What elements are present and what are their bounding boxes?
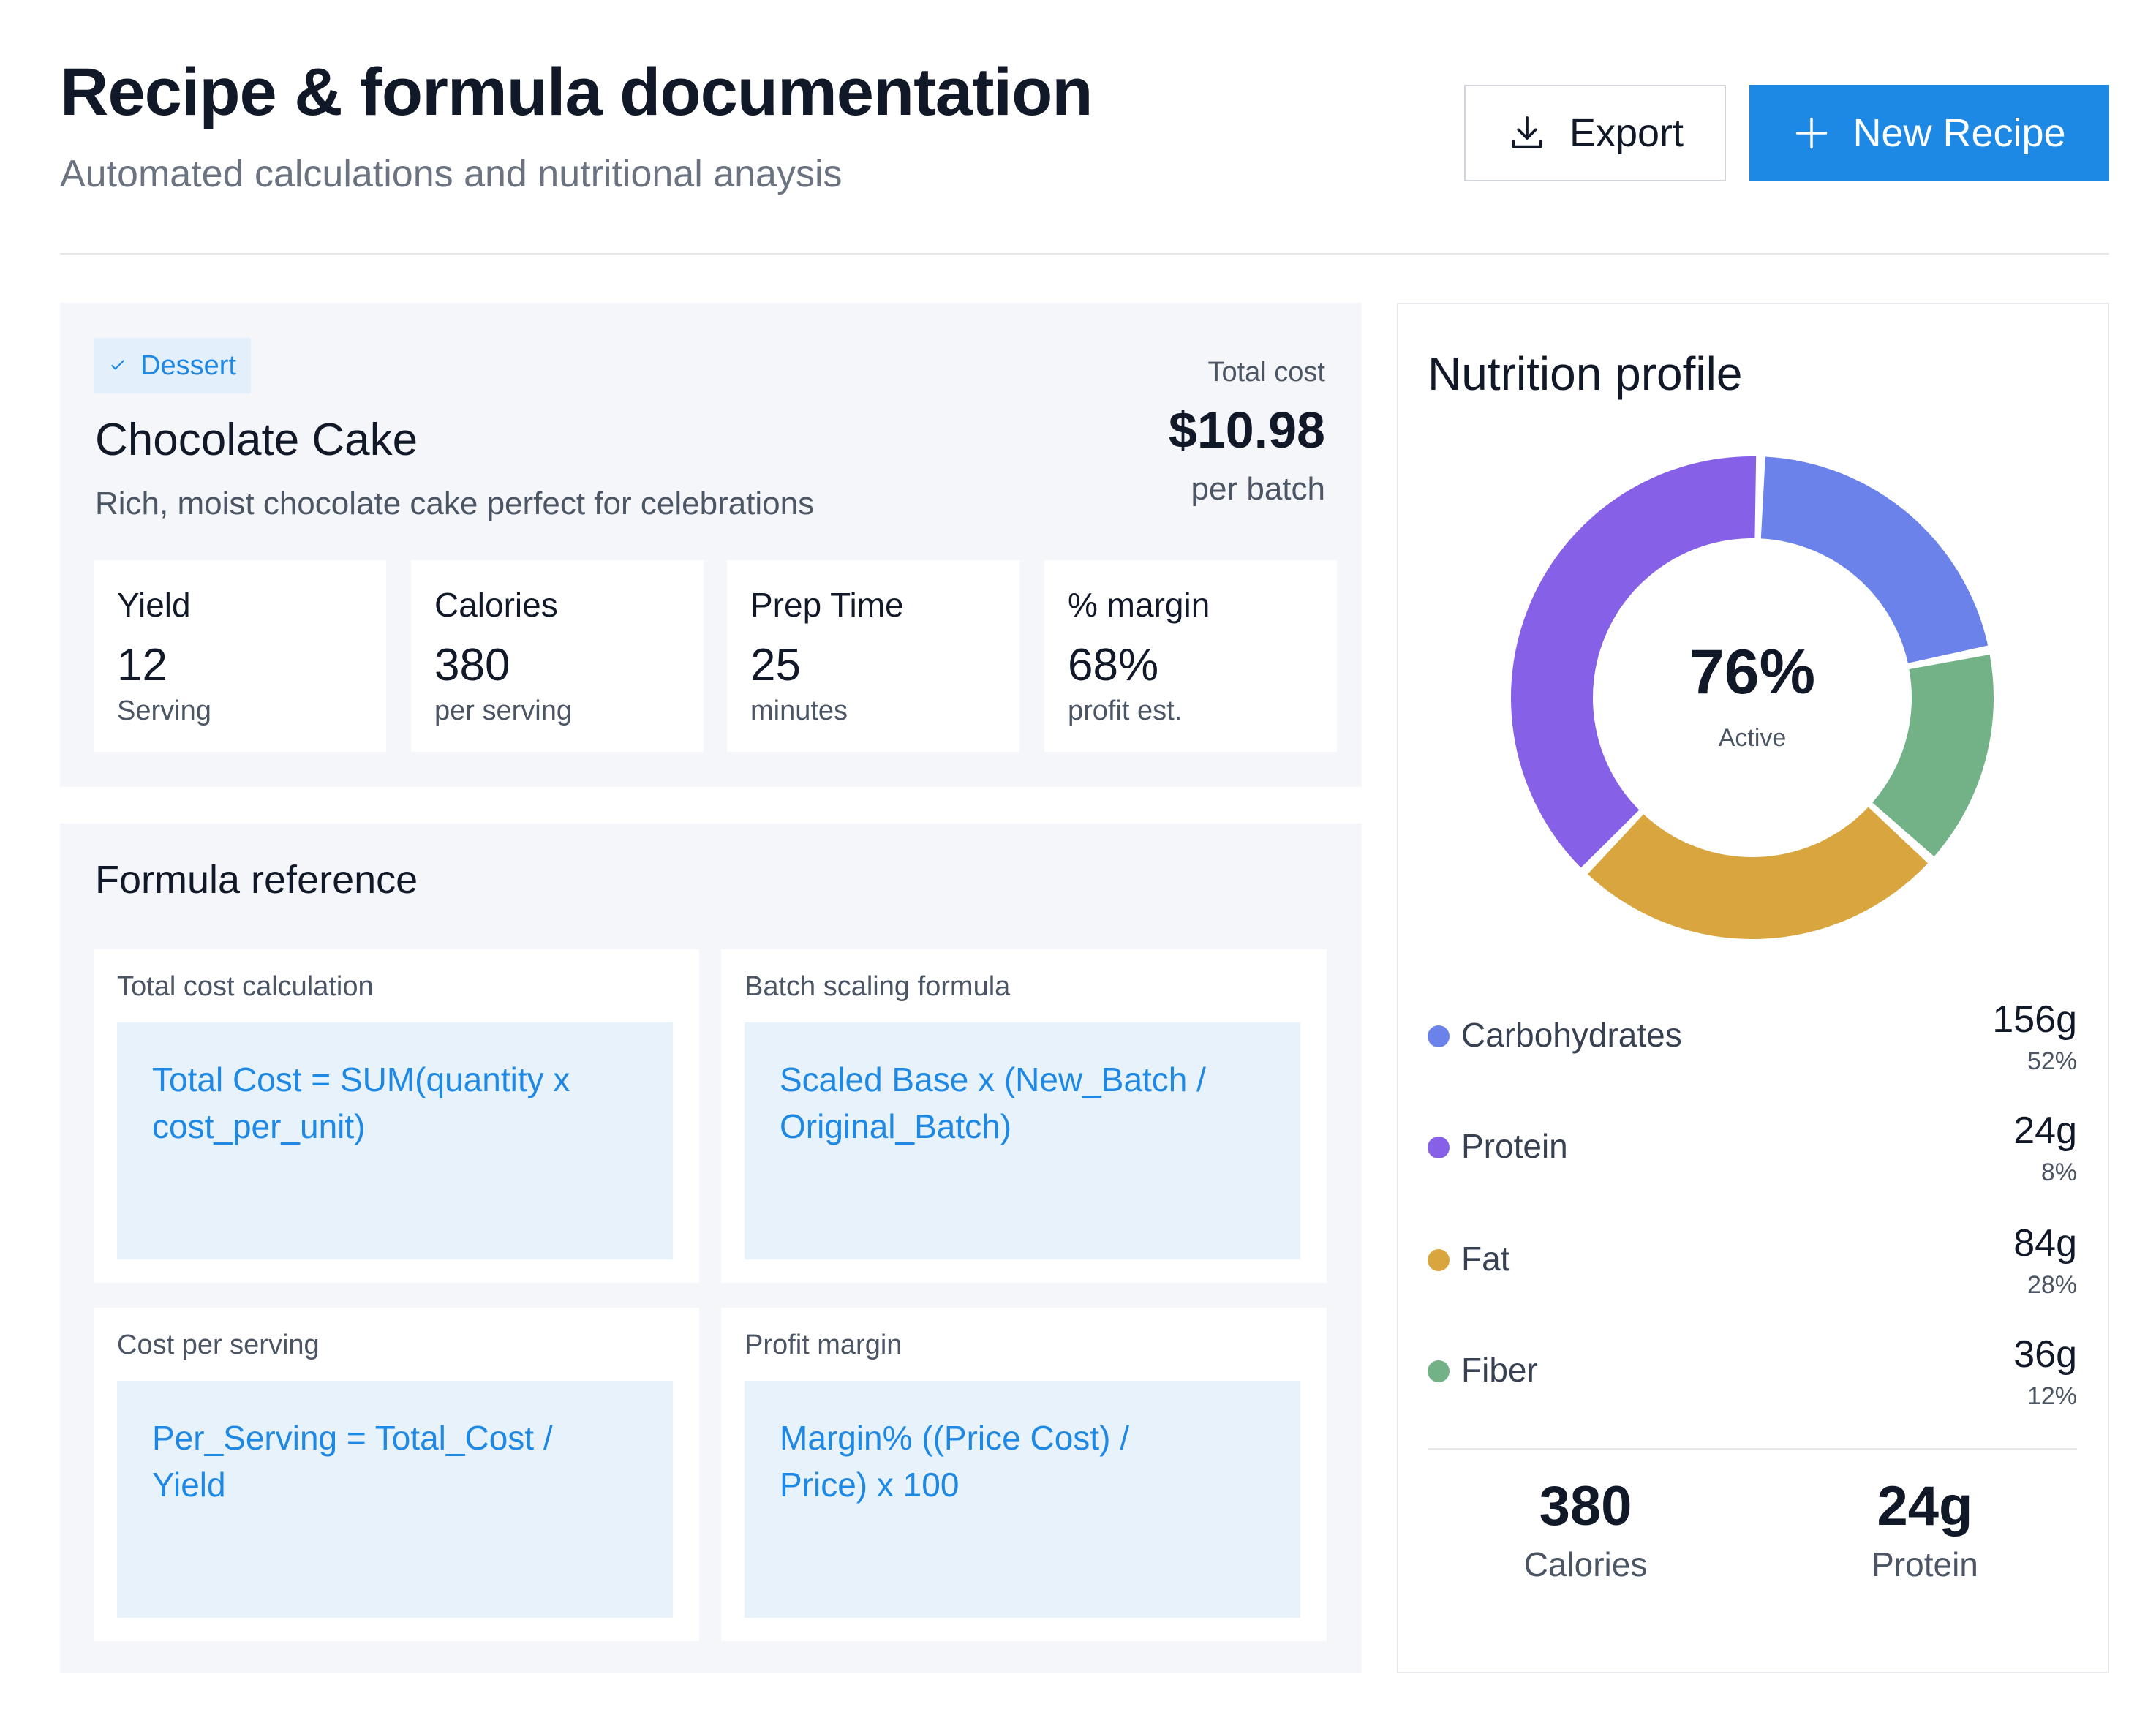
stat-value: 68% xyxy=(1068,640,1159,690)
new-recipe-button[interactable]: New Recipe xyxy=(1749,85,2109,181)
legend-percent: 28% xyxy=(2027,1271,2077,1299)
formula-cost-per-serving: Cost per serving Per_Serving = Total_Cos… xyxy=(94,1308,699,1641)
stat-label: Yield xyxy=(117,586,191,624)
summary-protein-label: Protein xyxy=(1872,1545,1978,1583)
formula-line: cost_per_unit) xyxy=(152,1107,366,1145)
formula-title: Cost per serving xyxy=(117,1330,320,1360)
nutrition-title: Nutrition profile xyxy=(1428,347,1743,400)
stat-yield: Yield 12 Serving xyxy=(94,560,386,752)
stat-value: 25 xyxy=(750,640,801,690)
donut-slice-fiber xyxy=(1872,654,1994,856)
legend-value: 24g xyxy=(2013,1109,2077,1152)
donut-slice-protein xyxy=(1511,456,1757,868)
legend-dot xyxy=(1428,1137,1450,1158)
formula-title: Profit margin xyxy=(745,1330,902,1360)
legend-dot xyxy=(1428,1360,1450,1382)
stat-unit: Serving xyxy=(117,696,211,726)
donut-slice-carbohydrates xyxy=(1760,456,1989,663)
total-cost-value: $10.98 xyxy=(1168,402,1325,459)
category-tag[interactable]: Dessert xyxy=(94,338,251,393)
formula-line: Margin% ((Price Cost) / xyxy=(780,1419,1129,1457)
formula-expression[interactable]: Per_Serving = Total_Cost / Yield xyxy=(117,1381,673,1618)
plus-icon xyxy=(1796,117,1828,149)
stat-value: 12 xyxy=(117,640,167,690)
stat-unit: per serving xyxy=(434,696,572,726)
legend-name: Protein xyxy=(1461,1127,1568,1165)
check-icon xyxy=(111,360,124,370)
formula-profit-margin: Profit margin Margin% ((Price Cost) / Pr… xyxy=(721,1308,1327,1641)
legend-percent: 8% xyxy=(2040,1158,2077,1186)
summary-protein-value: 24g xyxy=(1877,1475,1973,1537)
recipe-description: Rich, moist chocolate cake perfect for c… xyxy=(95,486,815,521)
donut-center-label: Active xyxy=(1718,724,1787,752)
export-label: Export xyxy=(1569,111,1684,155)
legend-name: Carbohydrates xyxy=(1461,1016,1682,1054)
stat-label: Prep Time xyxy=(750,586,904,624)
formula-expression[interactable]: Scaled Base x (New_Batch / Original_Batc… xyxy=(745,1022,1300,1259)
stat-label: % margin xyxy=(1068,586,1210,624)
stat-unit: profit est. xyxy=(1068,696,1183,726)
legend-value: 156g xyxy=(1992,998,2077,1041)
legend-item-fat: Fat 84g 28% xyxy=(1428,1222,2077,1328)
download-icon xyxy=(1512,116,1542,148)
new-recipe-label: New Recipe xyxy=(1852,111,2066,155)
stat-value: 380 xyxy=(434,640,510,690)
page-subtitle: Automated calculations and nutritional a… xyxy=(60,153,843,195)
legend-percent: 52% xyxy=(2027,1047,2077,1075)
donut-center-value: 76% xyxy=(1689,637,1816,707)
legend-name: Fat xyxy=(1461,1240,1510,1278)
legend-dot xyxy=(1428,1249,1450,1271)
category-tag-label: Dessert xyxy=(140,350,236,381)
total-cost-label: Total cost xyxy=(1207,357,1325,388)
nutrition-donut-chart xyxy=(1511,456,1994,939)
formula-line: Scaled Base x (New_Batch / xyxy=(780,1060,1206,1098)
legend-value: 36g xyxy=(2013,1333,2077,1376)
export-button[interactable]: Export xyxy=(1464,85,1726,181)
legend-dot xyxy=(1428,1025,1450,1047)
header-divider xyxy=(60,253,2109,255)
legend-item-fiber: Fiber 36g 12% xyxy=(1428,1333,2077,1439)
stat-label: Calories xyxy=(434,586,558,624)
formula-line: Original_Batch) xyxy=(780,1107,1012,1145)
formula-expression[interactable]: Total Cost = SUM(quantity x cost_per_uni… xyxy=(117,1022,673,1259)
stat-unit: minutes xyxy=(750,696,848,726)
formula-line: Yield xyxy=(152,1466,226,1504)
total-cost-unit: per batch xyxy=(1191,471,1325,507)
summary-calories-label: Calories xyxy=(1523,1545,1648,1583)
recipe-name: Chocolate Cake xyxy=(95,415,418,465)
formula-title: Batch scaling formula xyxy=(745,971,1011,1002)
formula-title: Total cost calculation xyxy=(117,971,374,1002)
formula-total-cost: Total cost calculation Total Cost = SUM(… xyxy=(94,949,699,1283)
legend-item-protein: Protein 24g 8% xyxy=(1428,1109,2077,1216)
stat-prep-time: Prep Time 25 minutes xyxy=(727,560,1019,752)
formula-line: Per_Serving = Total_Cost / xyxy=(152,1419,553,1457)
formula-batch-scaling: Batch scaling formula Scaled Base x (New… xyxy=(721,949,1327,1283)
nutrition-divider xyxy=(1428,1448,2077,1450)
page-title: Recipe & formula documentation xyxy=(60,55,1093,129)
summary-calories-value: 380 xyxy=(1539,1475,1632,1537)
stat-calories: Calories 380 per serving xyxy=(411,560,704,752)
legend-percent: 12% xyxy=(2027,1382,2077,1410)
legend-value: 84g xyxy=(2013,1222,2077,1265)
legend-name: Fiber xyxy=(1461,1351,1538,1389)
donut-slice-fat xyxy=(1587,807,1929,939)
legend-item-carbohydrates: Carbohydrates 156g 52% xyxy=(1428,998,2077,1104)
formula-expression[interactable]: Margin% ((Price Cost) / Price) x 100 xyxy=(745,1381,1300,1618)
formula-line: Price) x 100 xyxy=(780,1466,960,1504)
stat-margin: % margin 68% profit est. xyxy=(1044,560,1337,752)
formula-heading: Formula reference xyxy=(95,858,418,902)
formula-line: Total Cost = SUM(quantity x xyxy=(152,1060,570,1098)
